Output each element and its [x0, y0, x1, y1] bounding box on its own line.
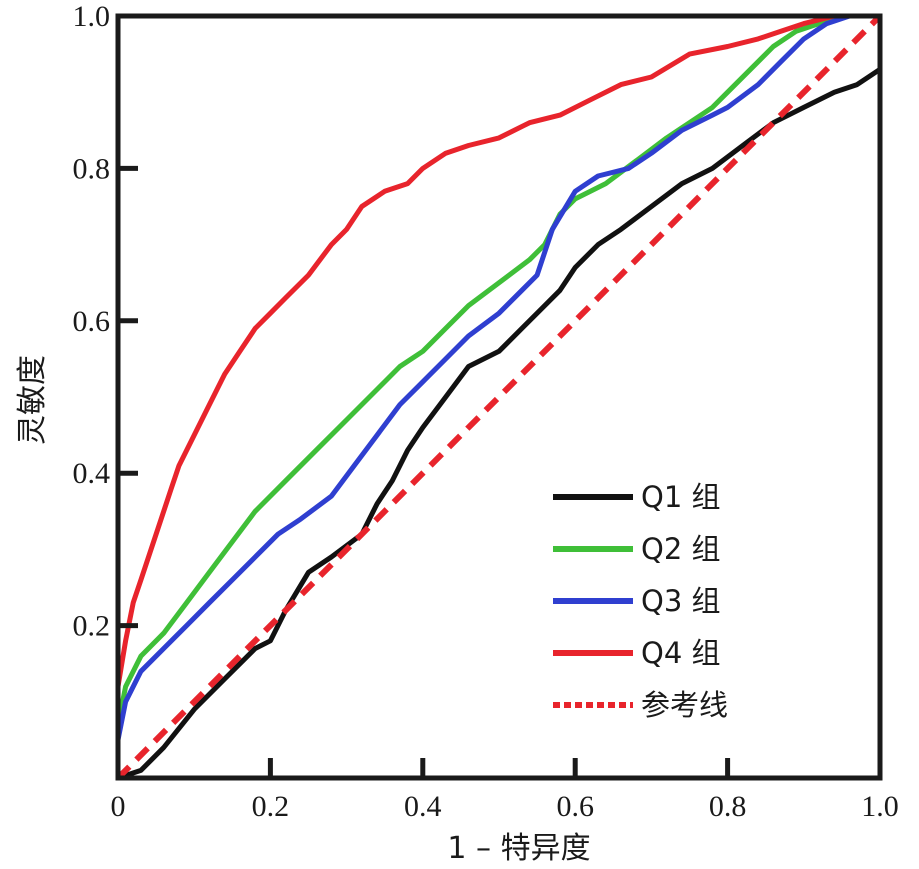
y-tick-label: 1.0 [73, 0, 111, 33]
x-axis-title: 1 – 特异度 [447, 831, 590, 866]
y-tick-label: 0.4 [73, 457, 111, 490]
x-tick-label: 0.8 [709, 790, 747, 823]
y-tick-label: 0.2 [73, 610, 111, 643]
legend-label-3: Q3 组 [641, 584, 721, 618]
x-tick-label: 0 [111, 790, 126, 823]
series-line-2 [115, 13, 883, 728]
series-line-5 [115, 13, 883, 781]
legend-label-4: Q4 组 [641, 636, 721, 670]
legend-label-2: Q2 组 [641, 532, 721, 566]
axis-layer: 0 0.2 0.4 0.6 0.8 1.0 0.2 0.4 0.6 0.8 1.0 [73, 0, 899, 823]
legend-label-5: 参考线 [641, 688, 728, 722]
y-tick-label: 0.6 [73, 305, 111, 338]
x-tick-label: 0.4 [404, 790, 442, 823]
series-layer [115, 13, 883, 781]
series-line-1 [115, 66, 883, 781]
series-line-4 [115, 13, 883, 690]
x-tick-label: 1.0 [861, 790, 899, 823]
legend-label-1: Q1 组 [641, 480, 721, 514]
x-tick-label: 0.2 [252, 790, 290, 823]
series-line-3 [115, 13, 883, 743]
y-axis-title: 灵敏度 [15, 355, 50, 445]
y-tick-label: 0.8 [73, 152, 111, 185]
x-tick-label: 0.6 [556, 790, 594, 823]
plot-frame [115, 13, 883, 781]
